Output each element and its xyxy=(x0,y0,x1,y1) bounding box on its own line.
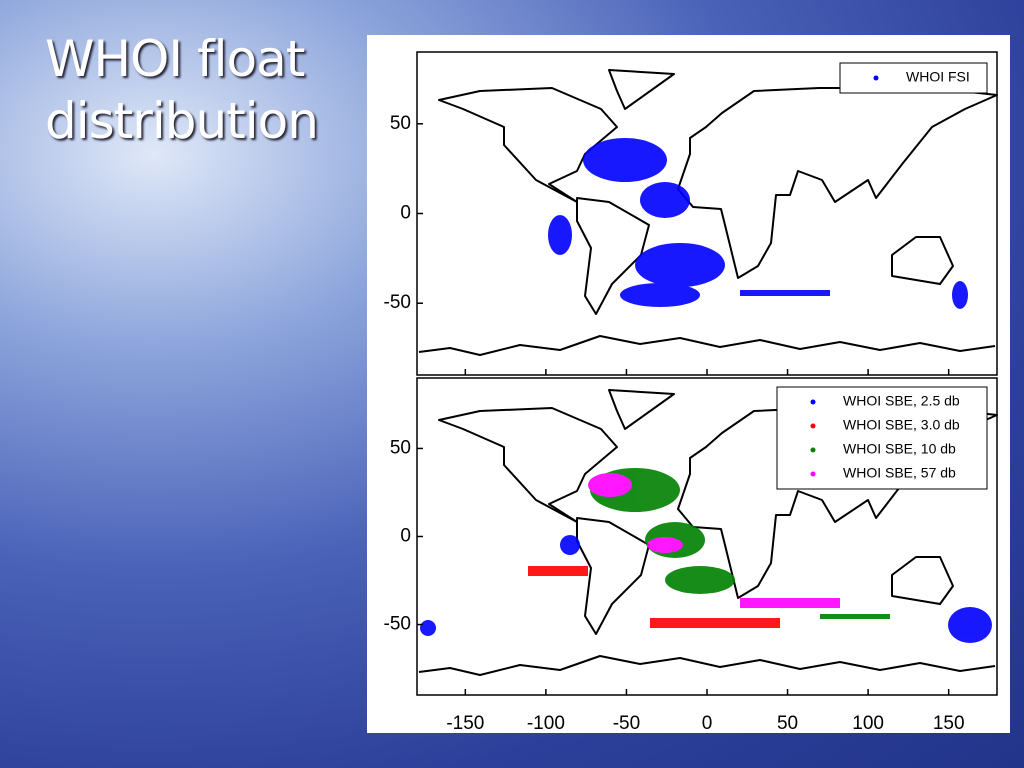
legend-box xyxy=(839,62,988,94)
y-tick-label: 50 xyxy=(390,113,411,134)
title-line: WHOI float xyxy=(45,30,305,88)
x-tick-label: 150 xyxy=(933,713,965,734)
y-tick-label: -50 xyxy=(384,292,411,313)
float-tracks xyxy=(420,138,992,643)
x-tick-label: 50 xyxy=(777,713,798,734)
legend-marker xyxy=(873,75,879,81)
figure-background xyxy=(367,35,1010,733)
legend-label: WHOI SBE, 3.0 db xyxy=(843,417,960,433)
legend-label: WHOI FSI xyxy=(906,69,970,85)
slide-title: WHOI float distribution xyxy=(45,28,319,152)
x-tick-label: -50 xyxy=(613,713,640,734)
title-line: distribution xyxy=(45,92,319,150)
legend-marker xyxy=(810,399,816,405)
legend-label: WHOI SBE, 57 db xyxy=(843,465,956,481)
y-tick-label: 0 xyxy=(400,526,411,547)
x-tick-label: -150 xyxy=(446,713,484,734)
legend-label: WHOI SBE, 2.5 db xyxy=(843,393,960,409)
y-tick-label: 50 xyxy=(390,437,411,458)
legend-marker xyxy=(810,471,816,477)
x-tick-label: 100 xyxy=(852,713,884,734)
legend-marker xyxy=(810,447,816,453)
y-tick-label: 0 xyxy=(400,203,411,224)
legend-marker xyxy=(810,423,816,429)
x-tick-label: 0 xyxy=(702,713,713,734)
y-tick-label: -50 xyxy=(384,614,411,635)
legend-label: WHOI SBE, 10 db xyxy=(843,441,956,457)
x-tick-label: -100 xyxy=(527,713,565,734)
